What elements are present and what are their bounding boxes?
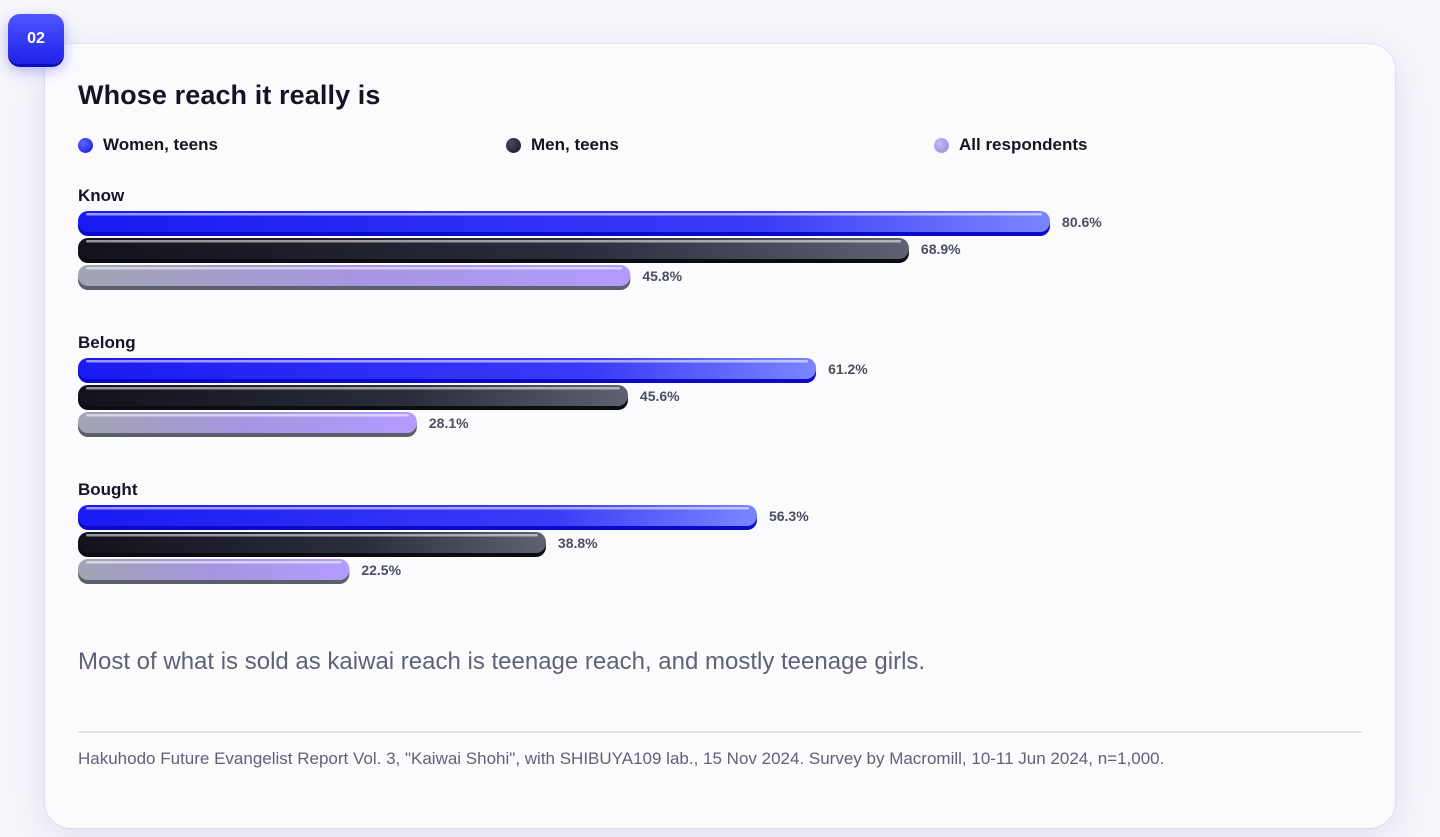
value-label-belong-women-teens: 61.2% [828, 361, 868, 377]
value-label-know-men-teens: 68.9% [921, 241, 961, 257]
value-label-know-women-teens: 80.6% [1062, 214, 1102, 230]
source-note: Hakuhodo Future Evangelist Report Vol. 3… [78, 749, 1165, 768]
bar-belong-men-teens [78, 385, 628, 410]
chart-title: Whose reach it really is [78, 80, 381, 110]
bar-know-all-respondents [78, 265, 631, 290]
bar-belong-women-teens [78, 358, 817, 383]
legend-label-women-teens: Women, teens [103, 135, 218, 154]
category-label-bought: Bought [78, 480, 138, 499]
bar-fill [78, 238, 909, 259]
bar-know-women-teens [78, 211, 1051, 236]
legend-item-all-respondents: All respondents [934, 135, 1087, 155]
bar-highlight [86, 507, 749, 510]
value-label-bought-men-teens: 38.8% [558, 535, 598, 551]
bar-highlight [86, 387, 620, 390]
value-label-bought-women-teens: 56.3% [769, 508, 809, 524]
bar-fill [78, 265, 631, 286]
bar-bought-women-teens [78, 505, 757, 530]
value-label-belong-all-respondents: 28.1% [429, 415, 469, 431]
bar-highlight [86, 561, 342, 564]
value-label-belong-men-teens: 45.6% [640, 388, 680, 404]
category-label-belong: Belong [78, 333, 136, 352]
bar-highlight [86, 240, 901, 243]
legend-item-women-teens: Women, teens [78, 135, 218, 155]
legend-swatch-men-teens [506, 137, 521, 153]
bar-fill [78, 412, 417, 433]
bar-fill [78, 559, 350, 580]
legend-label-all-respondents: All respondents [959, 135, 1088, 154]
value-label-bought-all-respondents: 22.5% [361, 562, 401, 578]
takeaway-text: Most of what is sold as kaiwai reach is … [78, 648, 926, 675]
divider [78, 731, 1362, 733]
legend-swatch-women-teens [78, 137, 93, 153]
bar-fill [78, 505, 757, 526]
bar-fill [78, 385, 628, 406]
value-label-know-all-respondents: 45.8% [642, 268, 682, 284]
bar-highlight [86, 267, 623, 270]
legend-label-men-teens: Men, teens [531, 135, 619, 154]
bar-fill [78, 211, 1051, 232]
bar-fill [78, 532, 546, 553]
bar-bought-all-respondents [78, 559, 350, 584]
legend-item-men-teens: Men, teens [506, 135, 619, 155]
bar-highlight [86, 213, 1043, 216]
bar-highlight [86, 360, 809, 363]
bar-highlight [86, 414, 409, 417]
legend-swatch-all-respondents [934, 137, 949, 153]
section-number-badge: 02 [8, 14, 64, 64]
bar-fill [78, 358, 817, 379]
bar-bought-men-teens [78, 532, 546, 557]
category-label-know: Know [78, 186, 125, 205]
bar-highlight [86, 534, 538, 537]
bar-know-men-teens [78, 238, 909, 263]
bar-belong-all-respondents [78, 412, 417, 437]
